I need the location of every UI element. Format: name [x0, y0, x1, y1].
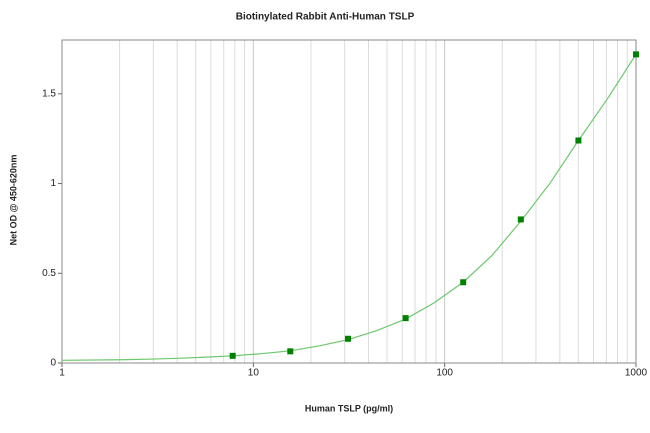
y-tick-label: 1 — [50, 178, 56, 189]
y-tick-label: 1.5 — [42, 88, 56, 99]
x-tick-label: 1 — [59, 368, 65, 379]
chart-title: Biotinylated Rabbit Anti-Human TSLP — [236, 12, 415, 23]
plot-frame — [61, 39, 637, 364]
data-point — [402, 315, 409, 322]
fit-curve — [61, 54, 637, 361]
y-axis-label: Net OD @ 450-620nm — [8, 155, 18, 246]
data-point — [575, 137, 582, 144]
y-tick-label: 0.5 — [42, 268, 56, 279]
y-tick-label: 0 — [50, 358, 56, 369]
x-tick-label: 1000 — [625, 368, 648, 379]
data-point — [460, 279, 467, 286]
data-point — [287, 348, 294, 355]
x-axis-label: Human TSLP (pg/ml) — [305, 403, 393, 413]
x-tick-label: 100 — [436, 368, 453, 379]
x-tick-label: 10 — [248, 368, 260, 379]
data-point — [229, 352, 236, 359]
data-point — [517, 216, 524, 223]
data-point — [345, 335, 352, 342]
data-point — [633, 51, 639, 58]
